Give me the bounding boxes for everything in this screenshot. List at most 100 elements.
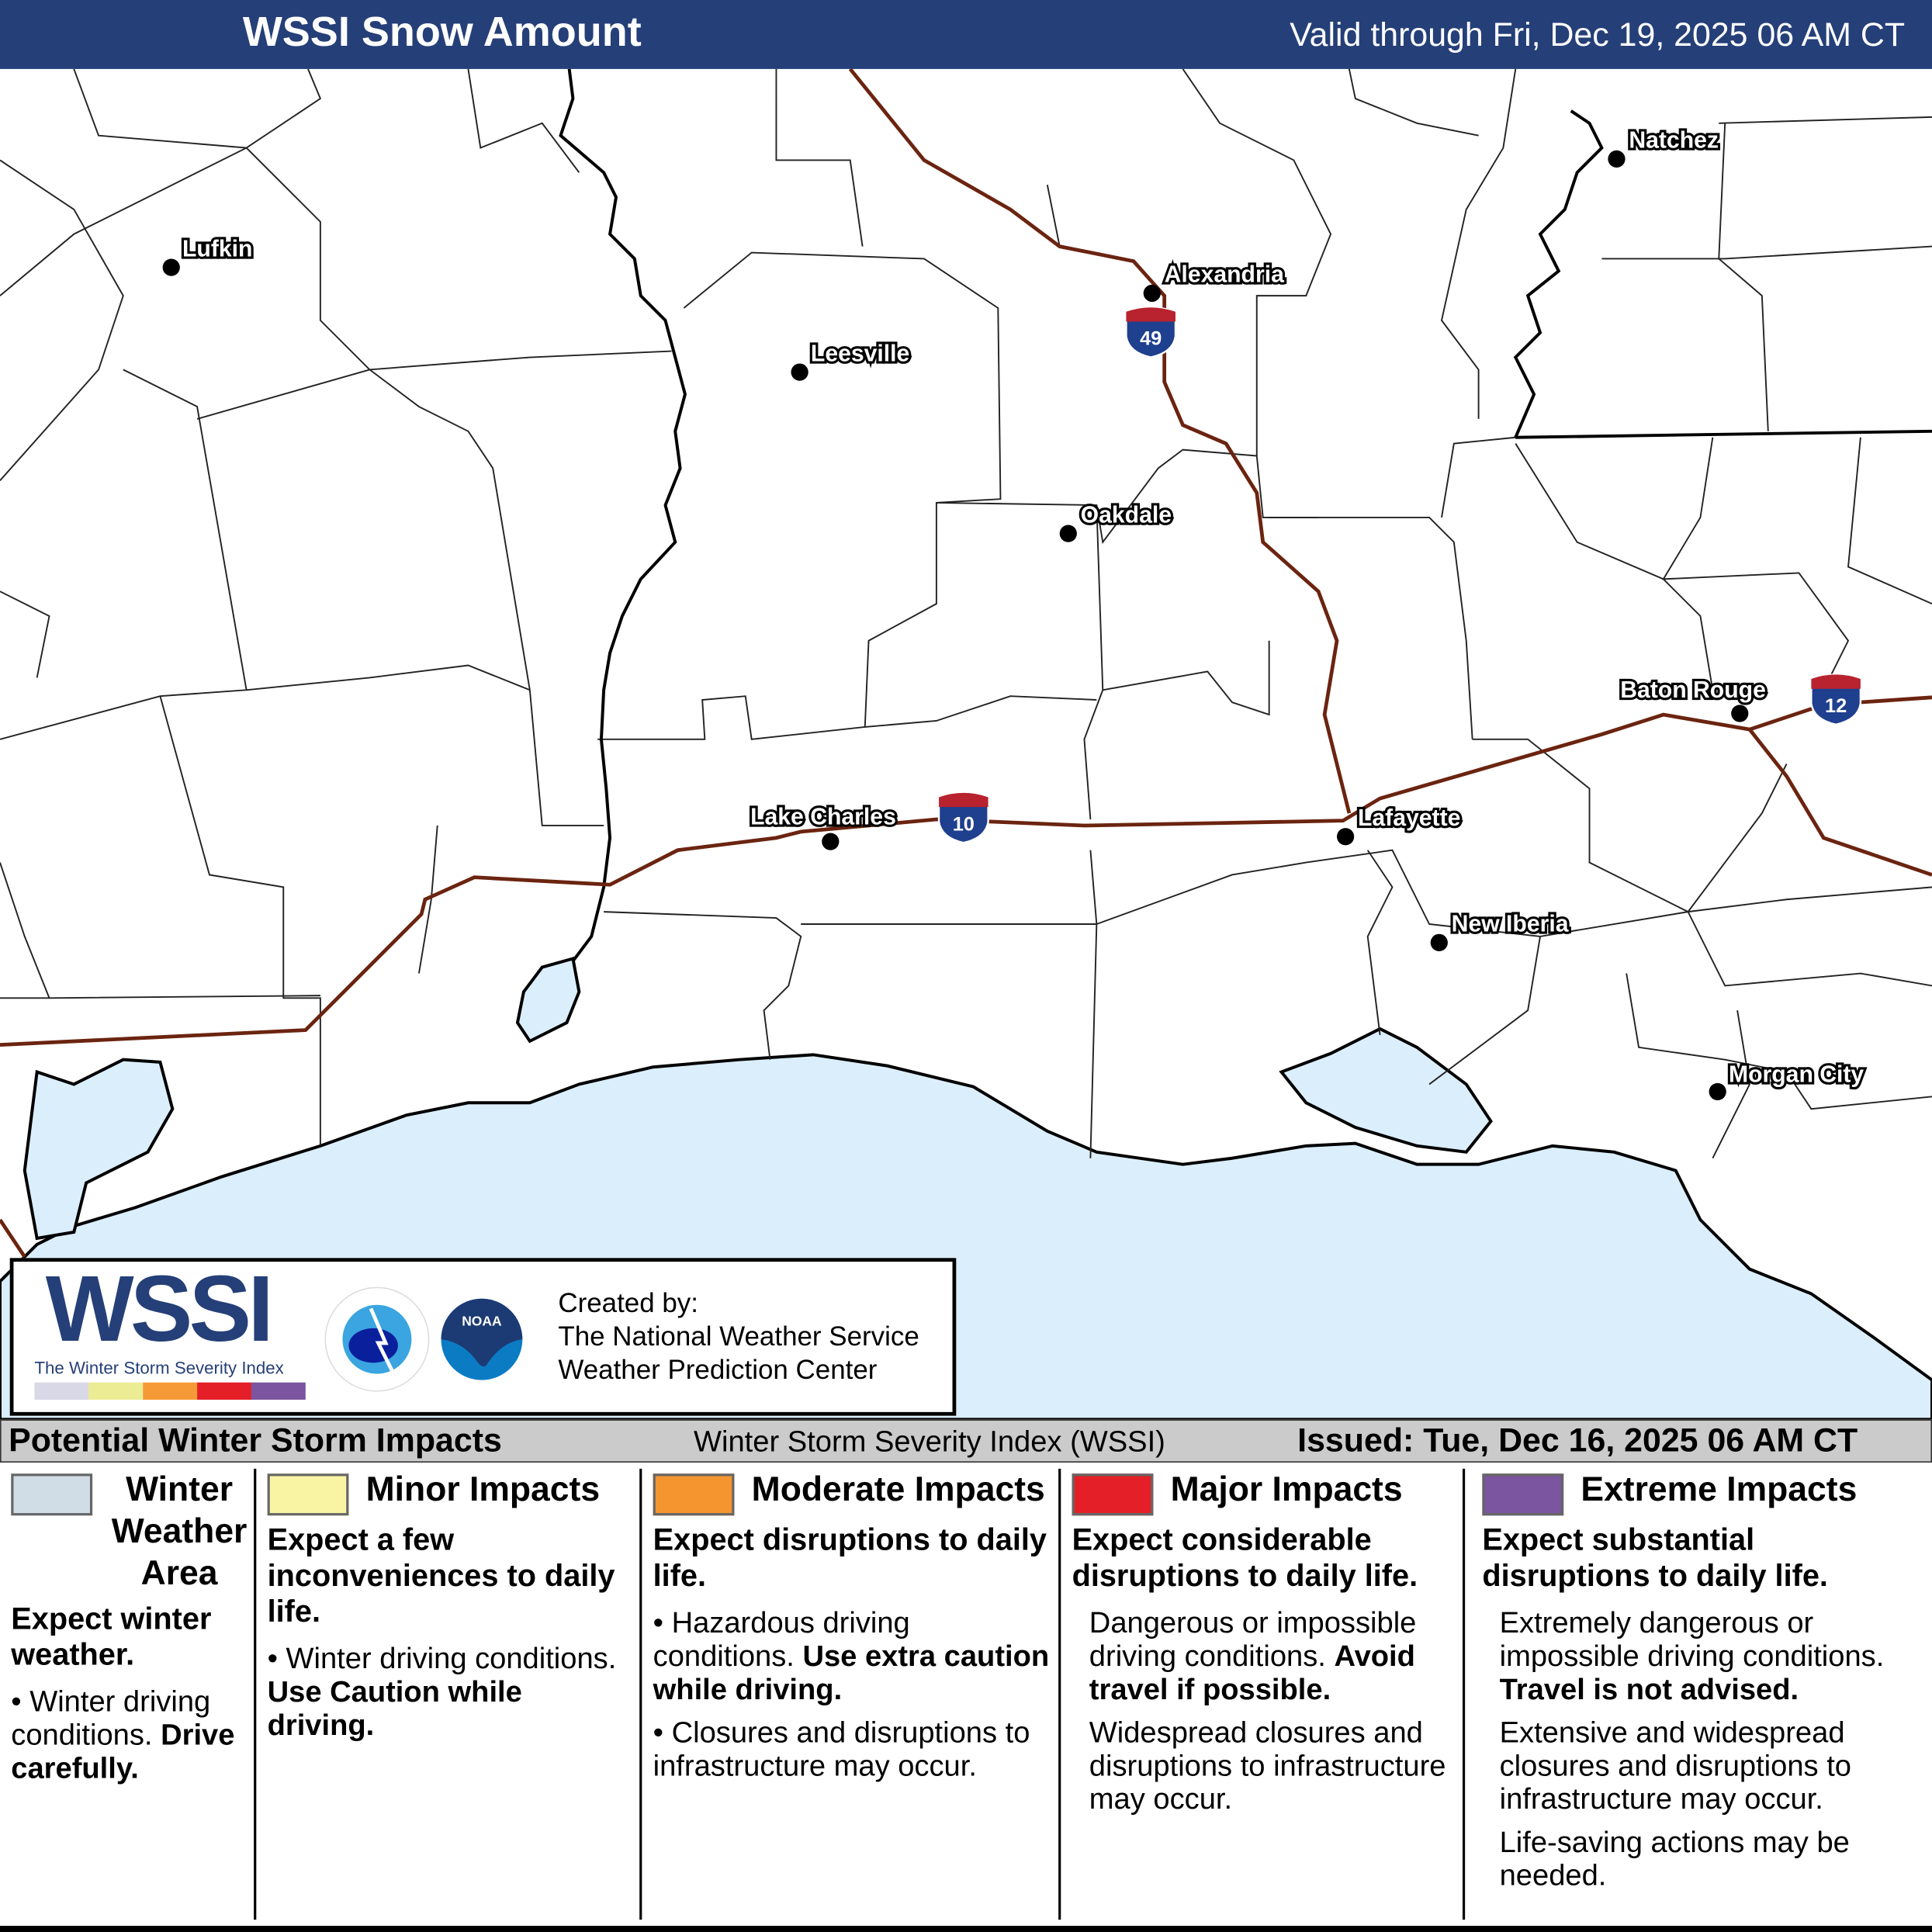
city-label: Leesville bbox=[811, 341, 909, 366]
org-wpc: Weather Prediction Center bbox=[558, 1354, 878, 1385]
city-baton-rouge: Baton Rouge bbox=[1618, 675, 1768, 722]
city-lafayette: Lafayette bbox=[1336, 803, 1463, 846]
city-dot bbox=[1336, 828, 1355, 846]
scale-swatch bbox=[251, 1382, 306, 1400]
impact-text: Dangerous or impossible driving conditio… bbox=[1089, 1606, 1417, 1707]
city-label: Natchez bbox=[1629, 128, 1719, 154]
created-by: Created by: bbox=[558, 1287, 698, 1319]
city-new-iberia: New Iberia bbox=[1430, 909, 1571, 951]
impact-bullet: • Winter driving conditions. Drive caref… bbox=[11, 1685, 235, 1786]
city-label: Lafayette bbox=[1358, 805, 1460, 831]
divider bbox=[1058, 1468, 1061, 1920]
city-dot bbox=[1143, 284, 1161, 303]
color-swatch bbox=[1072, 1473, 1154, 1516]
city-label: Lufkin bbox=[182, 236, 252, 261]
city-morgan-city: Morgan City bbox=[1709, 1059, 1867, 1101]
city-dot bbox=[162, 258, 180, 276]
impact-header: Minor Impacts bbox=[267, 1469, 635, 1516]
wssi-subtitle: The Winter Storm Severity Index bbox=[34, 1357, 284, 1378]
credits: Created by: The National Weather Service… bbox=[558, 1286, 919, 1387]
scale-swatch bbox=[197, 1382, 251, 1400]
city-oakdale: Oakdale bbox=[1059, 500, 1174, 542]
impact-title: Winter Weather Area bbox=[111, 1470, 248, 1592]
divider bbox=[639, 1468, 642, 1920]
index-name: Winter Storm Severity Index (WSSI) bbox=[694, 1425, 1165, 1459]
impact-bullet: • Hazardous driving conditions. Use extr… bbox=[653, 1606, 1050, 1707]
impact-summary: Expect winter weather. bbox=[11, 1601, 212, 1672]
city-dot bbox=[1430, 933, 1448, 951]
impact-header: Extreme Impacts bbox=[1482, 1469, 1929, 1516]
city-label: Alexandria bbox=[1165, 262, 1284, 288]
city-label: Oakdale bbox=[1081, 502, 1172, 528]
scale-swatch bbox=[34, 1382, 89, 1400]
interstate-number: 10 bbox=[953, 813, 975, 835]
impact-text: Extensive and widespread closures and di… bbox=[1499, 1716, 1851, 1816]
impact-minor: Minor Impacts Expect a few inconvenience… bbox=[256, 1469, 639, 1752]
city-dot bbox=[1709, 1082, 1726, 1101]
impact-summary: Expect considerable disruptions to daily… bbox=[1072, 1522, 1418, 1594]
impact-title: Moderate Impacts bbox=[751, 1470, 1045, 1508]
city-dot bbox=[1731, 705, 1749, 722]
impact-summary: Expect substantial disruptions to daily … bbox=[1482, 1522, 1828, 1594]
impact-title: Minor Impacts bbox=[365, 1470, 601, 1508]
map: 49 10 12 Lufkin Leesville Alexandria Natchez O… bbox=[0, 68, 1932, 1420]
impact-summary: Expect disruptions to daily life. bbox=[653, 1522, 1047, 1594]
org-nws: The National Weather Service bbox=[558, 1321, 919, 1352]
cities: Lufkin Leesville Alexandria Natchez Oakdale B… bbox=[162, 125, 1867, 1101]
interstate-10-route bbox=[0, 712, 1932, 1047]
city-label: Lake Charles bbox=[750, 804, 896, 829]
city-lake-charles: Lake Charles bbox=[748, 802, 898, 850]
color-swatch bbox=[653, 1473, 735, 1516]
scale-swatch bbox=[143, 1382, 198, 1400]
city-dot bbox=[822, 833, 840, 850]
logo-box: WSSI The Winter Storm Severity Index NOA… bbox=[9, 1256, 957, 1416]
city-alexandria: Alexandria bbox=[1143, 259, 1286, 303]
interstate-number: 12 bbox=[1825, 695, 1847, 717]
divider bbox=[1462, 1468, 1466, 1920]
city-dot bbox=[1059, 525, 1077, 542]
interstate-49-route bbox=[848, 68, 1352, 814]
nws-logo-icon bbox=[324, 1286, 430, 1392]
impact-major: Major Impacts Expect considerable disrup… bbox=[1061, 1469, 1463, 1826]
impact-header: Major Impacts bbox=[1072, 1469, 1458, 1516]
valid-time: Valid through Fri, Dec 19, 2025 06 AM CT bbox=[1290, 16, 1906, 54]
impact-moderate: Moderate Impacts Expect disruptions to d… bbox=[642, 1469, 1058, 1793]
impact-text: Widespread closures and disruptions to i… bbox=[1089, 1716, 1446, 1816]
interstate-shields: 49 10 12 bbox=[937, 306, 1862, 844]
impact-header: Winter Weather Area bbox=[11, 1469, 248, 1594]
impacts-header-bar: Potential Winter Storm Impacts Winter St… bbox=[0, 1419, 1932, 1463]
issued-time: Issued: Tue, Dec 16, 2025 06 AM CT bbox=[1297, 1421, 1858, 1459]
impact-summary: Expect a few inconveniences to daily lif… bbox=[267, 1522, 615, 1629]
wssi-logo: WSSI bbox=[45, 1256, 274, 1362]
impact-text: Extremely dangerous or impossible drivin… bbox=[1499, 1606, 1885, 1707]
city-dot bbox=[791, 363, 808, 381]
city-leesville: Leesville bbox=[791, 338, 912, 381]
city-natchez: Natchez bbox=[1608, 125, 1721, 168]
impact-bullet: • Winter driving conditions. Use Caution… bbox=[267, 1642, 617, 1743]
noaa-logo-icon: NOAA bbox=[431, 1289, 533, 1390]
divider bbox=[254, 1468, 257, 1920]
city-label: Baton Rouge bbox=[1620, 677, 1766, 703]
impact-title: Major Impacts bbox=[1170, 1470, 1403, 1508]
impacts-heading: Potential Winter Storm Impacts bbox=[9, 1421, 502, 1459]
city-dot bbox=[1608, 150, 1626, 168]
scale-swatch bbox=[88, 1382, 144, 1400]
color-swatch bbox=[267, 1473, 349, 1516]
interstate-10-shield-icon: 10 bbox=[937, 791, 989, 844]
interstate-49-shield-icon: 49 bbox=[1125, 306, 1177, 358]
header: WSSI Snow Amount Valid through Fri, Dec … bbox=[0, 0, 1932, 69]
map-title: WSSI Snow Amount bbox=[242, 9, 642, 56]
color-swatch bbox=[1482, 1473, 1564, 1516]
city-label: New Iberia bbox=[1452, 912, 1569, 937]
wssi-color-bar bbox=[34, 1382, 306, 1400]
color-swatch bbox=[11, 1473, 93, 1516]
noaa-text: NOAA bbox=[462, 1314, 502, 1329]
impact-header: Moderate Impacts bbox=[653, 1469, 1054, 1516]
bottom-border bbox=[0, 1926, 1932, 1932]
county-lines bbox=[0, 68, 1932, 1159]
impact-extreme: Extreme Impacts Expect substantial disru… bbox=[1465, 1469, 1932, 1903]
city-lufkin: Lufkin bbox=[162, 234, 255, 276]
city-label: Morgan City bbox=[1729, 1061, 1864, 1087]
impact-bullet: • Closures and disruptions to infrastruc… bbox=[653, 1716, 1030, 1783]
